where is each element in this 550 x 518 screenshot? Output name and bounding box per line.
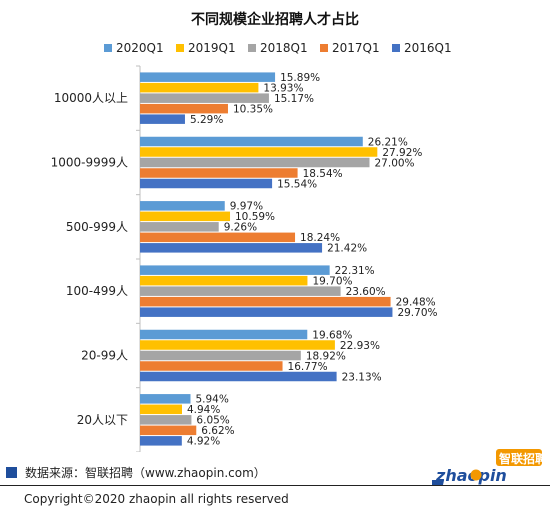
bar-2018Q1	[140, 93, 269, 103]
category-label: 20人以下	[77, 413, 128, 427]
source-note: 数据来源：智联招聘（www.zhaopin.com）	[6, 463, 266, 481]
legend-swatch-2017Q1	[320, 44, 328, 52]
data-label: 18.24%	[300, 232, 340, 244]
data-label: 15.89%	[280, 72, 320, 84]
legend-label-2020Q1: 2020Q1	[116, 41, 164, 55]
data-label: 27.92%	[382, 147, 422, 159]
bar-2019Q1	[140, 147, 378, 157]
bar-2017Q1	[140, 296, 391, 307]
bar-2017Q1	[140, 232, 296, 243]
data-label: 6.62%	[201, 425, 234, 437]
bar-2017Q1	[140, 425, 197, 436]
bar-2018Q1	[140, 415, 192, 425]
data-label: 21.42%	[327, 243, 367, 255]
category-label: 10000人以上	[54, 91, 128, 105]
data-label: 13.93%	[263, 82, 303, 94]
zhaopin-logo: zhaopin 智联招聘	[432, 449, 544, 485]
bar-2020Q1	[140, 136, 363, 147]
data-label: 9.97%	[230, 201, 263, 213]
bar-2020Q1	[140, 329, 308, 340]
bar-2016Q1	[140, 436, 182, 446]
data-label: 26.21%	[368, 136, 408, 148]
data-label: 15.17%	[274, 93, 314, 105]
bar-2020Q1	[140, 265, 330, 275]
data-label: 19.70%	[312, 275, 352, 287]
bar-2017Q1	[140, 168, 298, 178]
bar-2016Q1	[140, 307, 393, 317]
bar-2020Q1	[140, 394, 191, 404]
bar-2020Q1	[140, 201, 225, 211]
legend-label-2016Q1: 2016Q1	[404, 41, 452, 55]
legend-swatch-2020Q1	[104, 44, 112, 52]
data-label: 6.05%	[196, 415, 229, 427]
data-label: 23.13%	[342, 371, 382, 383]
note-marker-icon	[6, 466, 17, 478]
data-label: 4.92%	[187, 436, 220, 448]
data-label: 10.59%	[235, 211, 275, 223]
bar-2019Q1	[140, 275, 308, 286]
data-label: 5.29%	[190, 114, 223, 126]
data-label: 9.26%	[224, 222, 257, 234]
data-label: 29.48%	[396, 296, 436, 308]
bar-2018Q1	[140, 222, 219, 232]
bar-2018Q1	[140, 286, 341, 296]
legend-label-2018Q1: 2018Q1	[260, 41, 308, 55]
category-label: 1000-9999人	[51, 156, 128, 170]
svg-text:智联招聘: 智联招聘	[498, 451, 544, 466]
footer-divider	[0, 485, 550, 486]
bar-2019Q1	[140, 211, 231, 222]
bar-2019Q1	[140, 404, 182, 415]
bar-2017Q1	[140, 361, 283, 371]
category-label: 20-99人	[81, 349, 128, 363]
bar-2019Q1	[140, 82, 259, 93]
bar-2016Q1	[140, 371, 337, 382]
bar-2016Q1	[140, 178, 273, 189]
bar-2016Q1	[140, 114, 185, 124]
legend-swatch-2019Q1	[176, 44, 184, 52]
bar-2018Q1	[140, 157, 370, 168]
bar-2019Q1	[140, 340, 335, 350]
category-label: 500-999人	[66, 220, 128, 234]
chart-title: 不同规模企业招聘人才占比	[191, 11, 359, 28]
data-label: 18.54%	[303, 168, 343, 180]
data-label: 19.68%	[312, 329, 352, 341]
data-label: 29.70%	[397, 307, 437, 319]
data-label: 10.35%	[233, 103, 273, 115]
copyright-text: Copyright©2020 zhaopin all rights reserv…	[24, 492, 289, 506]
bar-chart: 不同规模企业招聘人才占比 2020Q1 2019Q1 2018Q1 2017Q1 2016…	[51, 11, 452, 452]
data-label: 27.00%	[375, 157, 415, 169]
data-label: 15.54%	[277, 178, 317, 190]
data-label: 22.31%	[335, 265, 375, 277]
data-label: 4.94%	[187, 404, 220, 416]
bar-2016Q1	[140, 243, 323, 253]
legend-label-2017Q1: 2017Q1	[332, 41, 380, 55]
data-label: 23.60%	[346, 286, 386, 298]
bar-2018Q1	[140, 350, 301, 361]
bar-2017Q1	[140, 103, 228, 114]
bar-2020Q1	[140, 72, 276, 82]
legend-swatch-2018Q1	[248, 44, 256, 52]
source-note-text: 数据来源：智联招聘（www.zhaopin.com）	[25, 465, 266, 480]
data-label: 5.94%	[195, 394, 228, 406]
chart-container: 不同规模企业招聘人才占比 2020Q1 2019Q1 2018Q1 2017Q1 2016…	[51, 11, 452, 452]
data-label: 18.92%	[306, 350, 346, 362]
data-label: 22.93%	[340, 340, 380, 352]
legend-label-2019Q1: 2019Q1	[188, 41, 236, 55]
legend-swatch-2016Q1	[392, 44, 400, 52]
category-label: 100-499人	[66, 284, 128, 298]
data-label: 16.77%	[288, 361, 328, 373]
